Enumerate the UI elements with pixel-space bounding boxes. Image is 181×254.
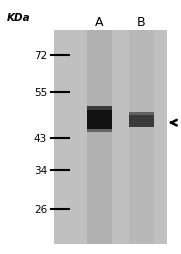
FancyBboxPatch shape <box>87 30 112 244</box>
FancyBboxPatch shape <box>54 30 167 244</box>
FancyBboxPatch shape <box>87 107 112 130</box>
Text: 55: 55 <box>34 88 47 98</box>
Text: 72: 72 <box>34 51 47 61</box>
Text: A: A <box>95 17 104 29</box>
Text: B: B <box>137 17 146 29</box>
Text: 34: 34 <box>34 165 47 175</box>
FancyBboxPatch shape <box>129 113 154 116</box>
FancyBboxPatch shape <box>87 130 112 132</box>
Text: 43: 43 <box>34 133 47 144</box>
FancyBboxPatch shape <box>129 113 154 127</box>
FancyBboxPatch shape <box>87 107 112 110</box>
Text: KDa: KDa <box>7 13 31 23</box>
Text: 26: 26 <box>34 204 47 215</box>
FancyBboxPatch shape <box>129 30 154 244</box>
